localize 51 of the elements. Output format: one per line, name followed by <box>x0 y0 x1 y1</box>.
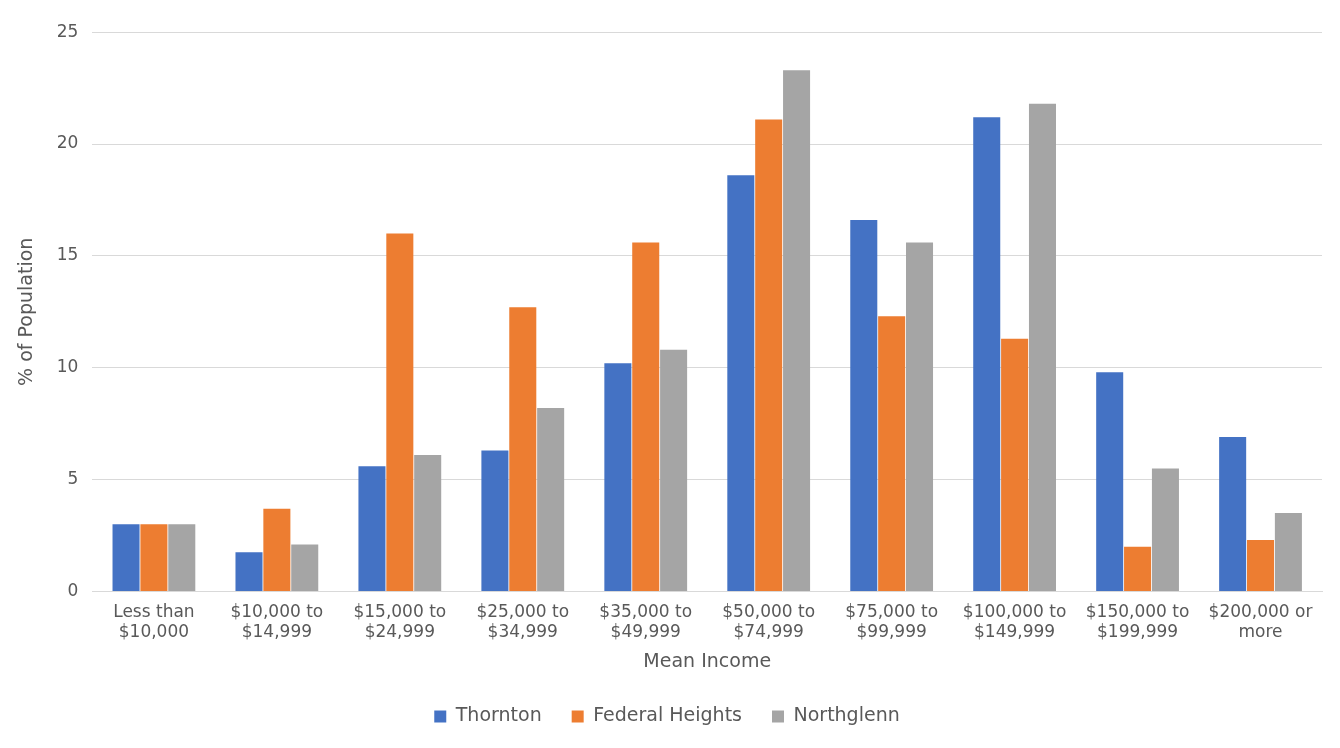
bar <box>1001 338 1029 591</box>
bar <box>537 407 565 591</box>
y-tick-label: 25 <box>56 20 79 41</box>
bar <box>235 552 263 591</box>
legend-label: Federal Heights <box>593 703 742 726</box>
y-tick-label: 0 <box>67 579 79 600</box>
bar <box>660 349 688 591</box>
bar <box>1247 539 1275 591</box>
x-tick-label: $100,000 to $149,999 <box>962 601 1067 642</box>
bar <box>1151 468 1179 591</box>
bar <box>1274 513 1302 591</box>
x-tick-label: $35,000 to $49,999 <box>599 601 693 642</box>
bar <box>1124 546 1152 591</box>
x-tick-label: $15,000 to $24,999 <box>353 601 447 642</box>
x-axis-title: Mean Income <box>643 648 772 671</box>
bar <box>1028 103 1056 591</box>
y-axis-title: % of Population <box>14 237 37 386</box>
y-tick-label: 10 <box>56 356 79 377</box>
bar <box>850 220 878 591</box>
bar <box>263 508 291 591</box>
bar <box>632 242 660 591</box>
y-tick-label: 15 <box>56 244 79 265</box>
x-tick-label: $50,000 to $74,999 <box>722 601 816 642</box>
bar <box>386 233 414 591</box>
bar <box>783 70 811 591</box>
bar <box>358 466 386 591</box>
bar <box>906 242 934 591</box>
bar <box>973 117 1001 591</box>
x-tick-label: $200,000 or more <box>1208 601 1313 642</box>
bar <box>291 544 319 591</box>
bar <box>878 316 906 591</box>
y-tick-label: 5 <box>67 467 79 488</box>
x-tick-label: $150,000 to $199,999 <box>1085 601 1190 642</box>
x-tick-label: $75,000 to $99,999 <box>845 601 939 642</box>
x-tick-label: Less than $10,000 <box>113 601 195 642</box>
bar <box>727 175 755 591</box>
bar <box>168 524 196 591</box>
bar <box>481 450 509 591</box>
x-tick-label: $10,000 to $14,999 <box>230 601 324 642</box>
bar <box>414 454 442 591</box>
bar <box>1219 437 1247 591</box>
bar <box>1096 372 1124 591</box>
bar <box>509 307 537 591</box>
y-tick-label: 20 <box>56 132 79 153</box>
bar <box>140 524 168 591</box>
bar <box>604 363 632 591</box>
legend-label: Northglenn <box>793 703 900 726</box>
legend-label: Thornton <box>454 703 542 726</box>
bar <box>112 524 140 591</box>
x-tick-label: $25,000 to $34,999 <box>476 601 570 642</box>
bar <box>755 119 783 591</box>
